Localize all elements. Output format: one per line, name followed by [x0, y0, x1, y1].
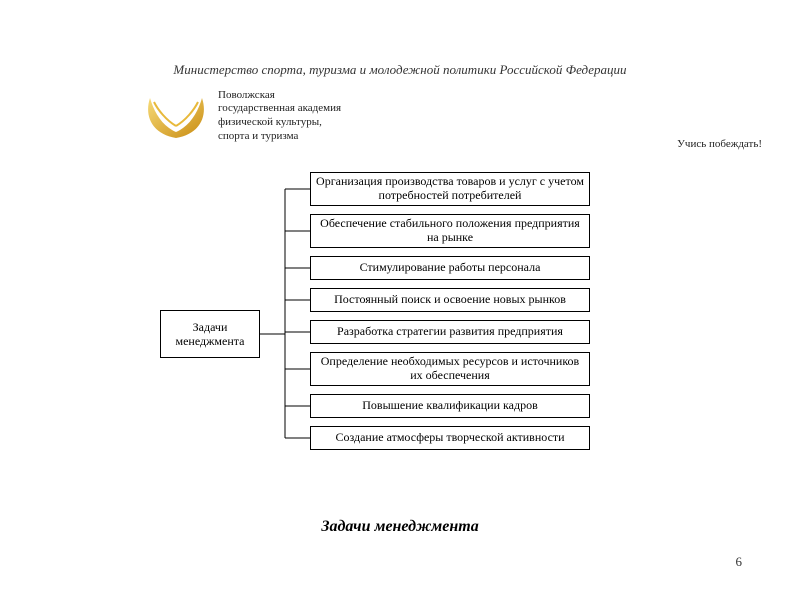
- diagram-leaf-node: Создание атмосферы творческой активности: [310, 426, 590, 450]
- management-tasks-diagram: Задачи менеджмента Организация производс…: [160, 170, 600, 510]
- diagram-root-node: Задачи менеджмента: [160, 310, 260, 358]
- diagram-caption: Задачи менеджмента: [0, 518, 800, 536]
- institution-line: государственная академия: [218, 102, 341, 116]
- diagram-leaf-node: Разработка стратегии развития предприяти…: [310, 320, 590, 344]
- laurel-logo-icon: [140, 88, 212, 144]
- institution-line: спорта и туризма: [218, 130, 341, 144]
- diagram-leaf-node: Повышение квалификации кадров: [310, 394, 590, 418]
- institution-name: Поволжская государственная академия физи…: [218, 89, 341, 144]
- institution-logo-block: Поволжская государственная академия физи…: [140, 88, 341, 144]
- diagram-leaf-node: Определение необходимых ресурсов и источ…: [310, 352, 590, 386]
- diagram-leaf-node: Стимулирование работы персонала: [310, 256, 590, 280]
- diagram-leaf-node: Постоянный поиск и освоение новых рынков: [310, 288, 590, 312]
- page-number: 6: [736, 554, 743, 570]
- diagram-leaf-node: Обеспечение стабильного положения предпр…: [310, 214, 590, 248]
- institution-line: Поволжская: [218, 89, 341, 103]
- ministry-title: Министерство спорта, туризма и молодежно…: [0, 62, 800, 78]
- motto-text: Учись побеждать!: [677, 138, 762, 150]
- institution-line: физической культуры,: [218, 116, 341, 130]
- diagram-leaf-node: Организация производства товаров и услуг…: [310, 172, 590, 206]
